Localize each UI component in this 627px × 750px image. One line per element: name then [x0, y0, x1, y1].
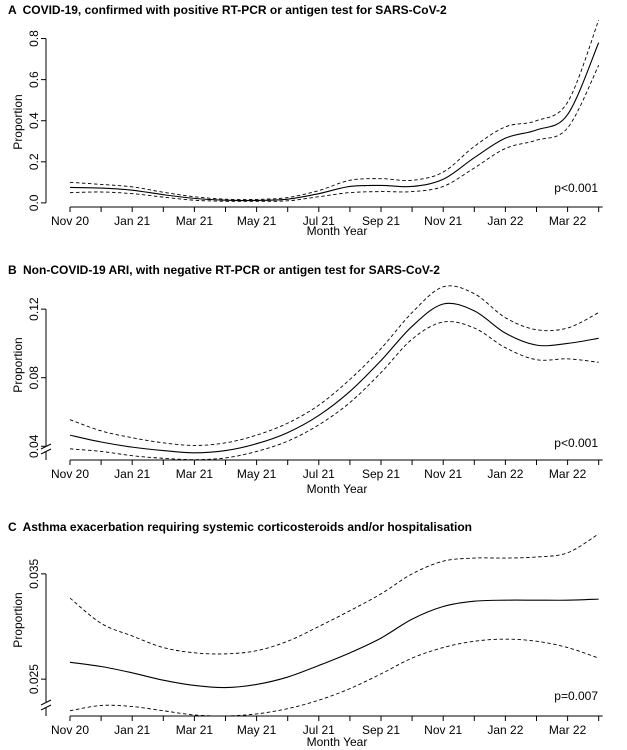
y-tick-label: 0.025 [27, 664, 41, 694]
estimate-line [69, 42, 600, 202]
x-tick-label: Jan 22 [487, 214, 523, 228]
panel-a: A COVID-19, confirmed with positive RT-P… [8, 3, 603, 238]
panel-b-ylabel: Proportion [11, 337, 25, 392]
y-tick-label: 0.6 [27, 71, 41, 88]
x-tick-label: Jul 21 [303, 723, 335, 737]
x-tick-label: Sep 21 [362, 723, 400, 737]
panel-a-pvalue: p<0.001 [554, 181, 598, 195]
x-tick-label: Nov 20 [51, 467, 89, 481]
x-tick-label: May 21 [237, 214, 277, 228]
y-tick-label: 0.08 [27, 366, 41, 390]
panel-b: B Non-COVID-19 ARI, with negative RT-PCR… [8, 263, 603, 496]
y-tick-label: 0.035 [27, 559, 41, 589]
panel-c-pvalue: p=0.007 [554, 689, 598, 703]
panel-a-title: A COVID-19, confirmed with positive RT-P… [8, 3, 447, 17]
lower-ci-line [69, 638, 599, 717]
y-tick-label: 0.2 [27, 153, 41, 170]
y-tick-label: 0.0 [27, 194, 41, 211]
x-tick-label: Jan 21 [114, 214, 150, 228]
upper-ci-line [69, 285, 599, 446]
x-tick-label: Mar 21 [176, 214, 214, 228]
x-tick-label: Mar 22 [549, 723, 587, 737]
x-tick-label: Nov 21 [424, 723, 462, 737]
x-tick-label: Mar 21 [176, 723, 214, 737]
y-tick-label: 0.4 [27, 112, 41, 129]
panel-c-xlabel: Month Year [307, 735, 368, 749]
panel-c-plot: 0.025 0.035 Nov 20 Jan 21 Mar 21 May 21 Jul 21… [27, 533, 603, 737]
x-tick-label: Nov 21 [424, 214, 462, 228]
x-tick-label: Mar 21 [176, 467, 214, 481]
panel-b-title: B Non-COVID-19 ARI, with negative RT-PCR… [8, 263, 440, 277]
axis-break-mark [40, 699, 52, 706]
y-tick-label: 0.12 [27, 297, 41, 321]
y-tick-label: 0.04 [27, 434, 41, 458]
panel-a-plot: 0.0 0.2 0.4 0.6 0.8 Nov 20 Jan 21 Mar 21 May 21 J… [27, 19, 603, 228]
x-tick-label: Jul 21 [303, 214, 335, 228]
x-tick-label: Jan 22 [487, 723, 523, 737]
panel-a-ylabel: Proportion [11, 94, 25, 149]
estimate-line [69, 598, 599, 689]
panel-c: C Asthma exacerbation requiring systemic… [8, 520, 603, 749]
x-tick-label: May 21 [237, 723, 277, 737]
panel-b-pvalue: p<0.001 [554, 436, 598, 450]
axis-break-mark [40, 704, 52, 711]
x-tick-label: Mar 22 [549, 467, 587, 481]
x-tick-label: Nov 21 [424, 467, 462, 481]
x-tick-label: Sep 21 [362, 467, 400, 481]
panel-c-ylabel: Proportion [11, 592, 25, 647]
lower-ci-line [69, 321, 599, 461]
axis-break-mark [40, 448, 52, 455]
x-tick-label: Mar 22 [549, 214, 587, 228]
x-tick-label: May 21 [237, 467, 277, 481]
x-tick-label: Jul 21 [303, 467, 335, 481]
lower-ci-line [69, 65, 600, 202]
panel-c-title: C Asthma exacerbation requiring systemic… [8, 520, 472, 534]
estimate-line [69, 302, 599, 454]
x-tick-label: Nov 20 [51, 723, 89, 737]
y-tick-label: 0.8 [27, 30, 41, 47]
x-tick-label: Nov 20 [51, 214, 89, 228]
panel-a-xlabel: Month Year [307, 224, 368, 238]
upper-ci-line [69, 533, 599, 655]
x-tick-label: Jan 21 [114, 723, 150, 737]
x-tick-label: Jan 21 [114, 467, 150, 481]
panel-b-xlabel: Month Year [307, 482, 368, 496]
panel-b-plot: 0.04 0.08 0.12 Nov 20 Jan 21 Mar 21 May 21 Jul … [27, 285, 603, 481]
x-tick-label: Jan 22 [487, 467, 523, 481]
upper-ci-line [69, 19, 600, 201]
x-tick-label: Sep 21 [362, 214, 400, 228]
